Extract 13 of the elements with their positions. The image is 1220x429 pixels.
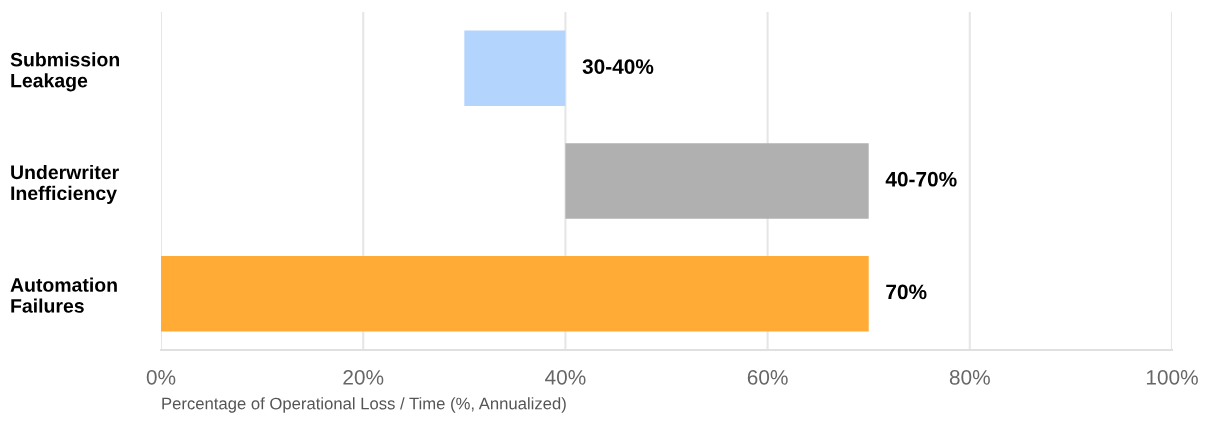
x-tick-label: 20%: [343, 369, 384, 385]
y-tick-label: Submission Leakage: [10, 52, 120, 92]
x-axis-title: Percentage of Operational Loss / Time (%, Annualized): [162, 397, 566, 413]
y-tick-label: Underwriter Inefficiency: [11, 164, 119, 204]
x-tick-label: 40%: [545, 369, 586, 385]
x-tick-label: 100%: [1146, 369, 1198, 385]
y-tick-label: Automation Failures: [10, 277, 117, 313]
x-tick-label: 0%: [146, 369, 176, 385]
x-tick-label: 60%: [747, 369, 788, 385]
annotation: 70%: [886, 284, 927, 300]
annotation: 30-40%: [582, 59, 654, 74]
x-tick-label: 80%: [949, 369, 990, 385]
annotation: 40-70%: [885, 171, 957, 187]
